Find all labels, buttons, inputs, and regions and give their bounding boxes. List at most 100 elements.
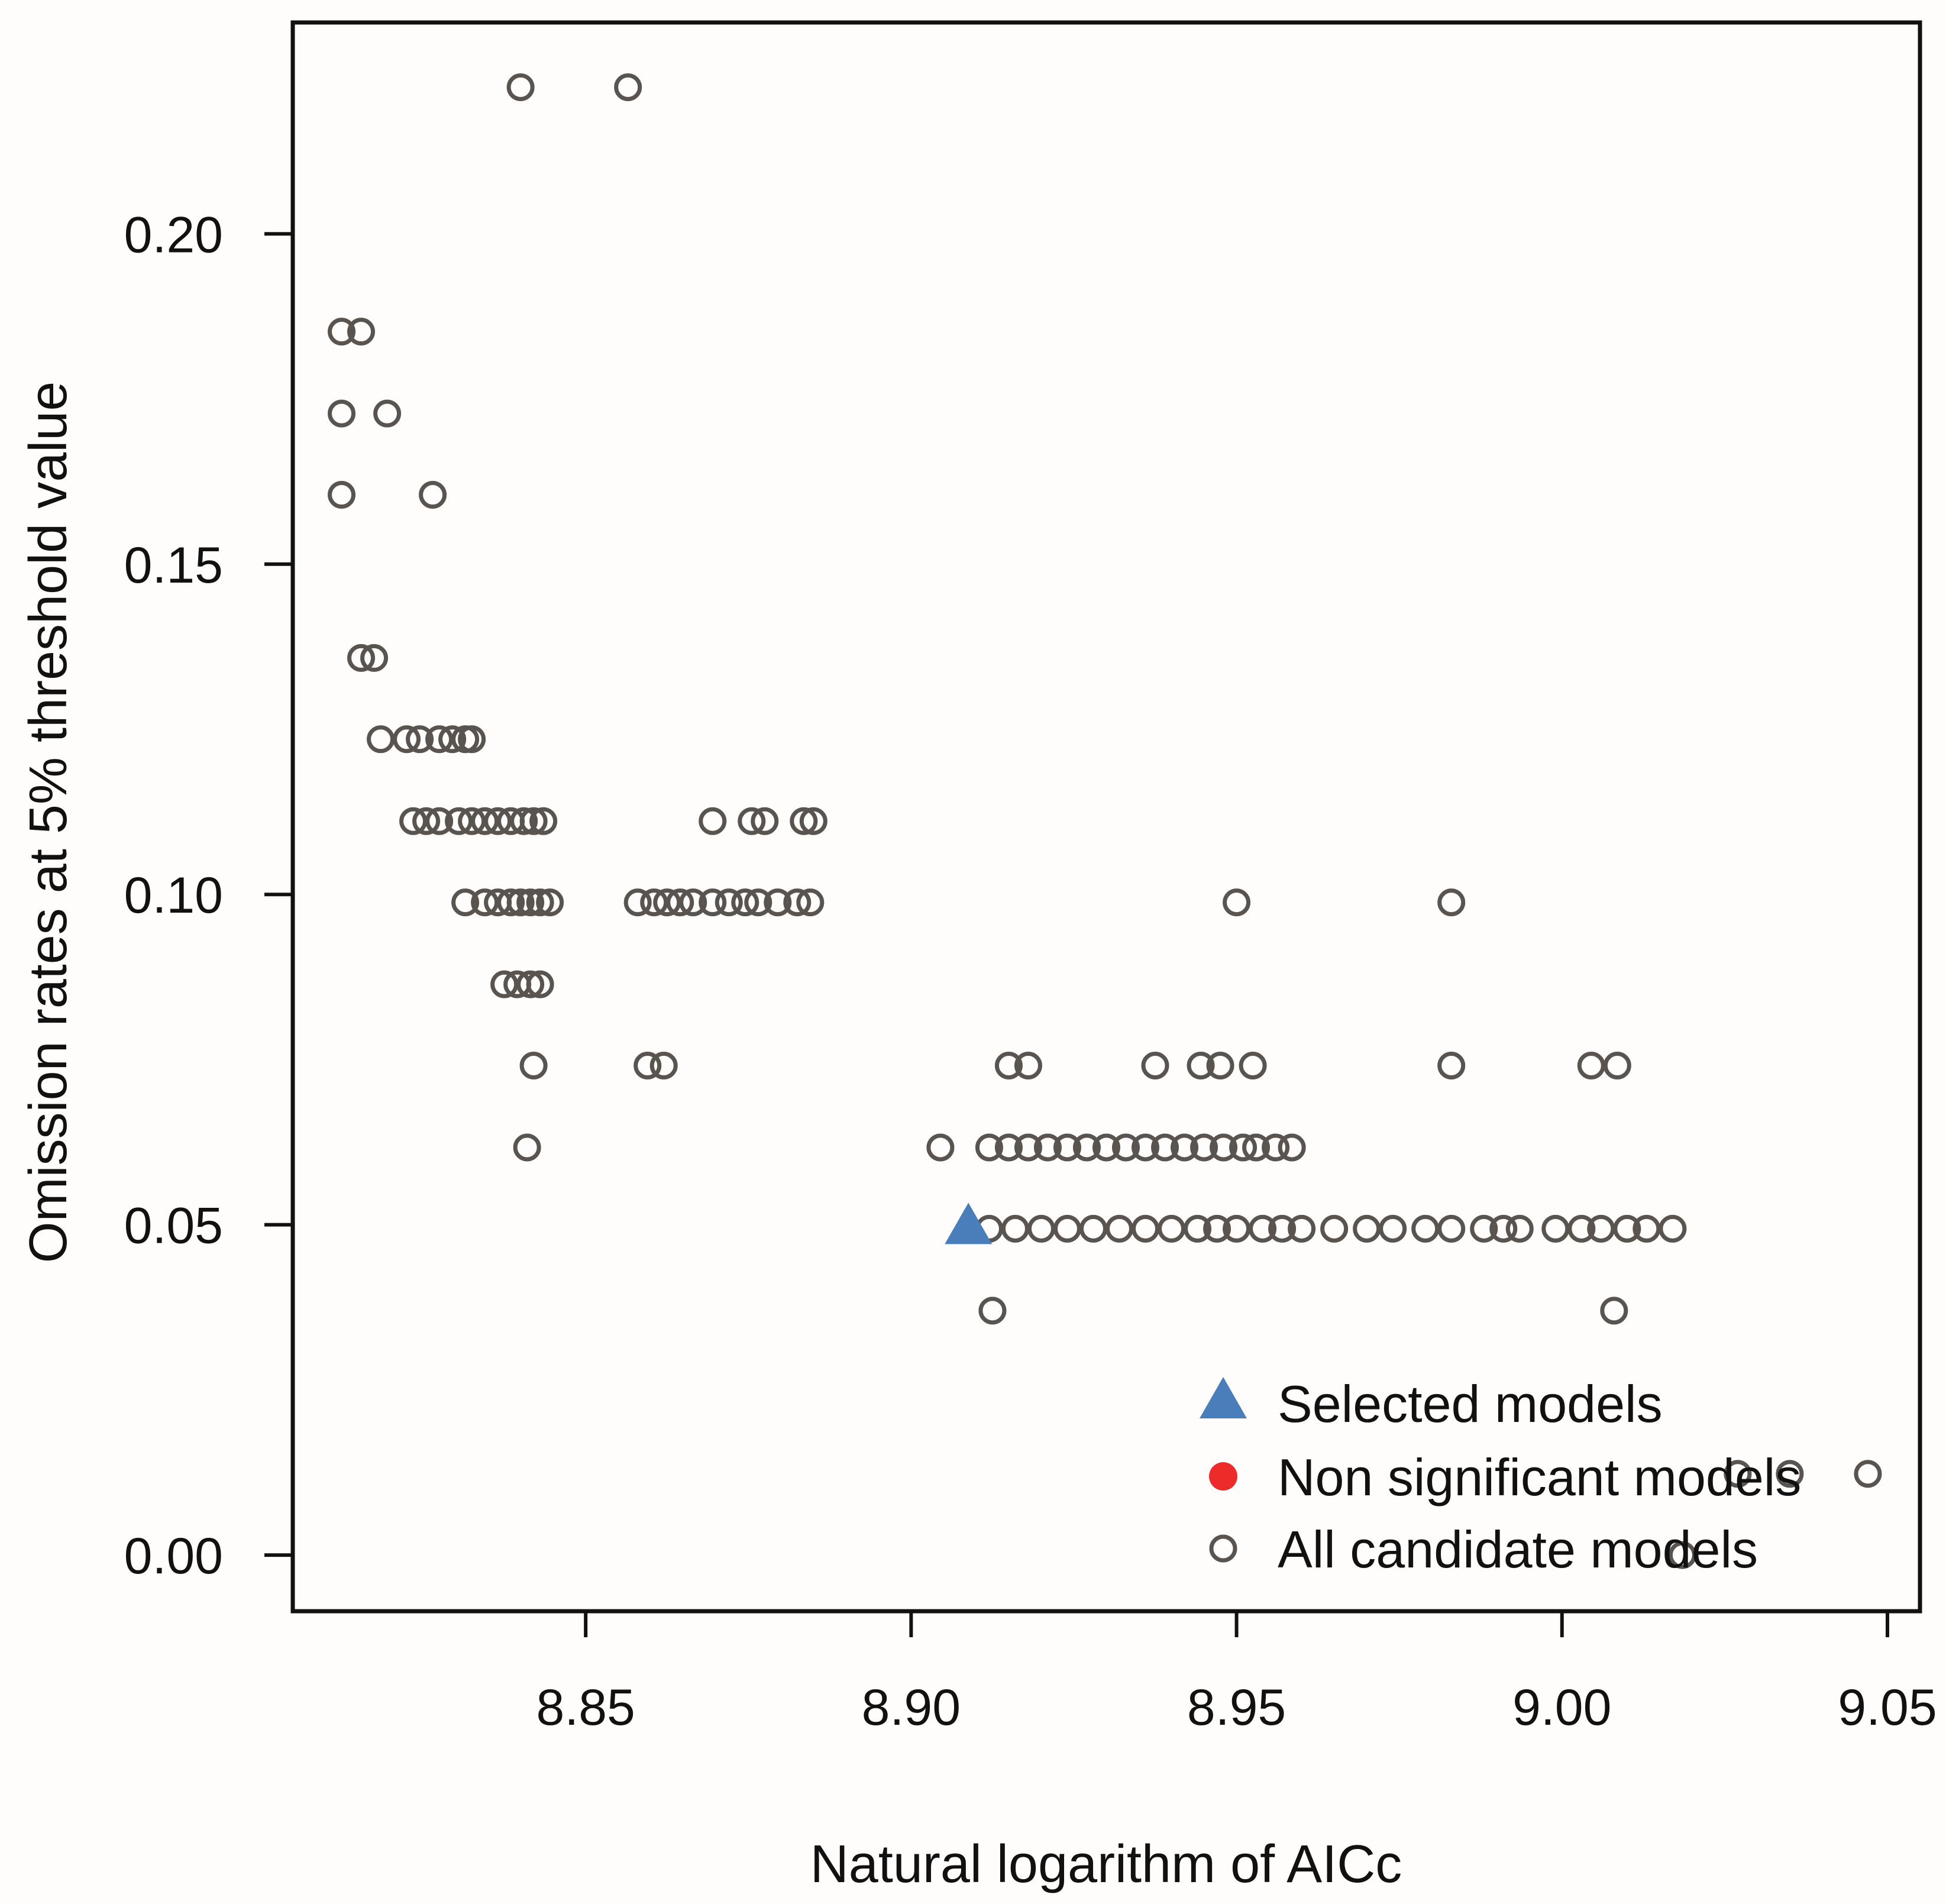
y-axis: 0.00 0.05 0.10 0.15 0.20	[124, 206, 293, 1585]
candidate-model-point	[458, 807, 486, 835]
candidate-model-point	[796, 888, 825, 917]
y-tick-label: 0.20	[124, 206, 223, 263]
candidate-model-point	[1001, 1214, 1029, 1243]
candidate-model-point	[526, 970, 554, 998]
candidate-model-point	[471, 807, 499, 835]
candidate-model-point	[1411, 1214, 1440, 1243]
candidate-model-point	[1288, 1214, 1316, 1243]
candidate-model-point	[1577, 1051, 1605, 1079]
candidate-model-point	[1437, 1214, 1466, 1243]
x-axis-title: Natural logarithm of AICc	[810, 1835, 1402, 1894]
candidate-model-point	[1210, 1133, 1238, 1162]
candidate-model-point	[360, 644, 389, 672]
candidate-model-point	[1320, 1214, 1349, 1243]
candidate-model-point	[1659, 1214, 1687, 1243]
candidate-model-point	[731, 888, 759, 917]
candidate-model-point	[926, 1133, 955, 1162]
candidate-model-point	[738, 807, 766, 835]
candidate-model-point	[1151, 1133, 1179, 1162]
selected-model-point	[945, 1202, 993, 1244]
legend-label: Non significant models	[1278, 1448, 1801, 1507]
candidate-model-point	[640, 888, 668, 917]
candidate-model-point	[1033, 1133, 1062, 1162]
candidate-model-point	[679, 888, 707, 917]
candidate-model-point	[1239, 1051, 1267, 1079]
candidate-model-point	[347, 644, 376, 672]
candidate-model-point	[367, 725, 395, 754]
candidate-model-point	[393, 725, 421, 754]
y-tick-label: 0.05	[124, 1198, 223, 1255]
candidate-model-point	[666, 888, 694, 917]
candidate-model-point	[328, 318, 356, 346]
candidate-model-point	[1171, 1133, 1199, 1162]
candidate-model-point	[653, 888, 681, 917]
candidate-model-point	[1437, 888, 1466, 917]
candidate-model-point	[1603, 1051, 1631, 1079]
candidate-model-point	[744, 888, 772, 917]
candidate-model-point	[1278, 1133, 1306, 1162]
x-tick-label: 9.00	[1512, 1679, 1611, 1736]
legend-label: Selected models	[1278, 1375, 1663, 1433]
candidate-model-point	[1072, 1133, 1101, 1162]
candidate-model-point	[1158, 1214, 1186, 1243]
candidate-model-point	[445, 807, 473, 835]
x-tick-label: 8.85	[536, 1679, 635, 1736]
candidate-model-point	[1184, 1214, 1212, 1243]
candidate-model-point	[419, 481, 447, 509]
candidate-model-point	[1249, 1214, 1277, 1243]
candidate-model-point	[347, 318, 376, 346]
candidate-model-point	[406, 725, 434, 754]
candidate-model-point	[506, 888, 535, 917]
candidate-model-point	[1053, 1133, 1081, 1162]
candidate-model-point	[799, 807, 827, 835]
candidate-model-point	[519, 1051, 548, 1079]
candidate-model-point	[529, 807, 558, 835]
candidate-model-point	[783, 888, 812, 917]
candidate-model-point	[751, 807, 779, 835]
candidate-model-point	[1027, 1214, 1055, 1243]
candidate-model-point	[1379, 1214, 1407, 1243]
candidate-model-point	[1112, 1133, 1140, 1162]
candidate-model-point	[1776, 1460, 1804, 1488]
candidate-model-point	[484, 807, 512, 835]
candidate-model-point	[699, 807, 727, 835]
y-tick-label: 0.00	[124, 1528, 223, 1585]
candidate-model-point	[1053, 1214, 1081, 1243]
candidate-model-point	[1600, 1297, 1628, 1325]
candidate-model-point	[513, 1133, 541, 1162]
data-points	[328, 73, 1882, 1569]
candidate-model-point	[1470, 1214, 1498, 1243]
candidate-model-point	[438, 725, 467, 754]
candidate-model-point	[1567, 1214, 1596, 1243]
candidate-model-point	[506, 73, 535, 101]
candidate-model-point	[1613, 1214, 1641, 1243]
x-axis: 8.85 8.90 8.95 9.00 9.05	[536, 1611, 1937, 1736]
candidate-model-point	[1132, 1214, 1160, 1243]
candidate-model-point	[1187, 1051, 1215, 1079]
candidate-model-point	[614, 73, 642, 101]
candidate-model-point	[1437, 1051, 1466, 1079]
candidate-model-point	[1268, 1214, 1297, 1243]
candidate-model-point	[764, 888, 792, 917]
candidate-model-point	[536, 888, 564, 917]
candidate-model-point	[1141, 1051, 1169, 1079]
x-tick-label: 8.90	[862, 1679, 961, 1736]
candidate-model-point	[373, 399, 402, 428]
candidate-model-point	[425, 807, 454, 835]
open-circle-icon	[1209, 1534, 1237, 1563]
candidate-model-point	[994, 1051, 1023, 1079]
candidate-model-point	[451, 888, 480, 917]
candidate-model-point	[519, 807, 548, 835]
candidate-model-point	[715, 888, 743, 917]
candidate-model-point	[328, 481, 356, 509]
candidate-model-point	[526, 888, 554, 917]
candidate-model-point	[1854, 1460, 1882, 1488]
candidate-model-point	[1014, 1051, 1042, 1079]
y-axis-title: Omission rates at 5% threshold value	[19, 382, 78, 1263]
candidate-model-point	[516, 888, 545, 917]
candidate-model-point	[497, 888, 525, 917]
candidate-model-point	[1092, 1133, 1120, 1162]
candidate-model-point	[1353, 1214, 1381, 1243]
